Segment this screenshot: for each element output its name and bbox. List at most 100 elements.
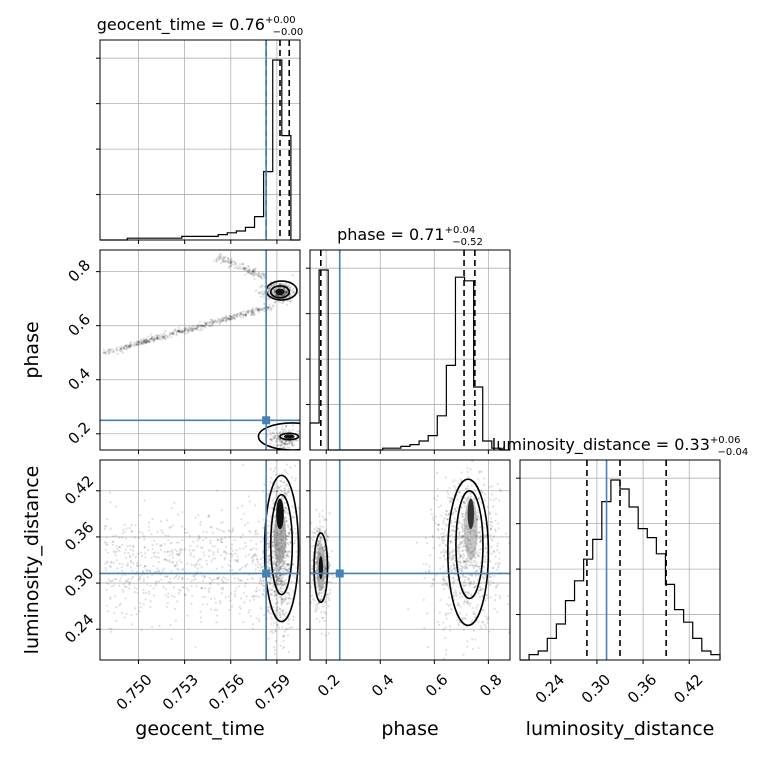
sample-point xyxy=(177,329,180,332)
sample-point xyxy=(145,568,148,571)
sample-point xyxy=(483,477,486,480)
sample-point xyxy=(189,328,192,331)
sample-point xyxy=(137,536,140,539)
sample-point xyxy=(461,523,464,526)
sample-point xyxy=(223,255,227,258)
sample-point xyxy=(446,496,450,499)
sample-point xyxy=(209,597,213,601)
sample-point xyxy=(119,577,122,580)
sample-point xyxy=(251,555,254,558)
sample-point xyxy=(176,600,179,603)
sample-point xyxy=(110,350,114,353)
sample-point xyxy=(286,562,289,566)
sample-point xyxy=(450,497,453,500)
sample-point xyxy=(504,532,507,535)
sample-point xyxy=(118,536,121,539)
density-fill xyxy=(464,498,478,560)
sample-point xyxy=(193,325,196,328)
sample-point xyxy=(179,550,182,554)
sample-point xyxy=(218,256,221,259)
sample-point xyxy=(462,534,465,537)
sample-point xyxy=(156,336,159,339)
sample-point xyxy=(128,345,131,348)
sample-point xyxy=(471,638,474,641)
sample-point xyxy=(129,341,133,344)
sample-point xyxy=(274,287,277,290)
sample-point xyxy=(275,565,278,568)
sample-point xyxy=(190,602,193,605)
sample-point xyxy=(495,586,498,589)
sample-point xyxy=(442,575,445,578)
sample-point xyxy=(274,639,277,643)
sample-point xyxy=(152,340,156,343)
sample-point xyxy=(461,530,464,533)
sample-point xyxy=(263,584,266,587)
sample-point xyxy=(251,311,254,314)
sample-point xyxy=(162,332,165,336)
sample-point xyxy=(471,460,474,463)
sample-point xyxy=(284,597,287,600)
sample-point xyxy=(283,469,286,472)
title-geocent_time: geocent_time = 0.76+0.00 −0.00 xyxy=(97,15,304,38)
sample-point xyxy=(489,524,492,527)
sample-point xyxy=(253,312,256,315)
sample-point xyxy=(229,315,232,318)
sample-point xyxy=(222,586,225,589)
sample-point xyxy=(139,551,142,554)
sample-point xyxy=(448,551,451,554)
sample-point xyxy=(451,554,454,557)
sample-point xyxy=(279,443,282,447)
sample-point xyxy=(140,554,144,558)
sample-point xyxy=(285,291,288,294)
sample-point xyxy=(496,611,499,614)
sample-point xyxy=(326,535,329,539)
sample-point xyxy=(262,565,265,568)
sample-point xyxy=(455,494,459,497)
sample-point xyxy=(439,504,443,507)
sample-point xyxy=(163,336,166,339)
sample-point xyxy=(147,525,151,528)
sample-point xyxy=(247,264,250,268)
sample-point xyxy=(196,325,200,328)
sample-point xyxy=(281,626,284,629)
sample-point xyxy=(119,602,122,606)
sample-point xyxy=(128,344,132,347)
sample-point xyxy=(125,585,128,588)
sample-point xyxy=(263,302,266,305)
sample-point xyxy=(275,437,278,441)
sample-point xyxy=(439,567,442,570)
sample-point xyxy=(440,532,443,535)
sample-point xyxy=(268,480,272,483)
sample-point xyxy=(273,289,276,292)
sample-point xyxy=(122,528,125,531)
sample-point xyxy=(279,431,282,434)
sample-point xyxy=(277,579,280,582)
sample-point xyxy=(129,343,132,346)
sample-point xyxy=(227,258,230,261)
sample-point xyxy=(448,553,452,557)
sample-point xyxy=(183,329,186,332)
sample-point xyxy=(133,591,136,594)
sample-point xyxy=(287,650,290,654)
y-tick-label: 0.42 xyxy=(61,472,97,508)
sample-point xyxy=(225,259,228,262)
sample-point xyxy=(329,589,332,592)
sample-point xyxy=(215,527,219,530)
sample-point xyxy=(240,518,243,521)
sample-point xyxy=(244,555,247,558)
sample-point xyxy=(138,342,142,345)
sample-point xyxy=(430,508,433,511)
sample-point xyxy=(207,514,211,517)
sample-point xyxy=(201,324,204,327)
sample-point xyxy=(280,581,283,584)
sample-point xyxy=(456,545,459,548)
sample-point xyxy=(230,265,233,268)
sample-point xyxy=(453,564,456,567)
sample-point xyxy=(477,536,480,539)
sample-point xyxy=(129,345,132,348)
sample-point xyxy=(258,588,261,592)
sample-point xyxy=(250,273,253,276)
sample-point xyxy=(273,288,276,291)
sample-point xyxy=(270,284,273,287)
sample-point xyxy=(121,569,124,572)
